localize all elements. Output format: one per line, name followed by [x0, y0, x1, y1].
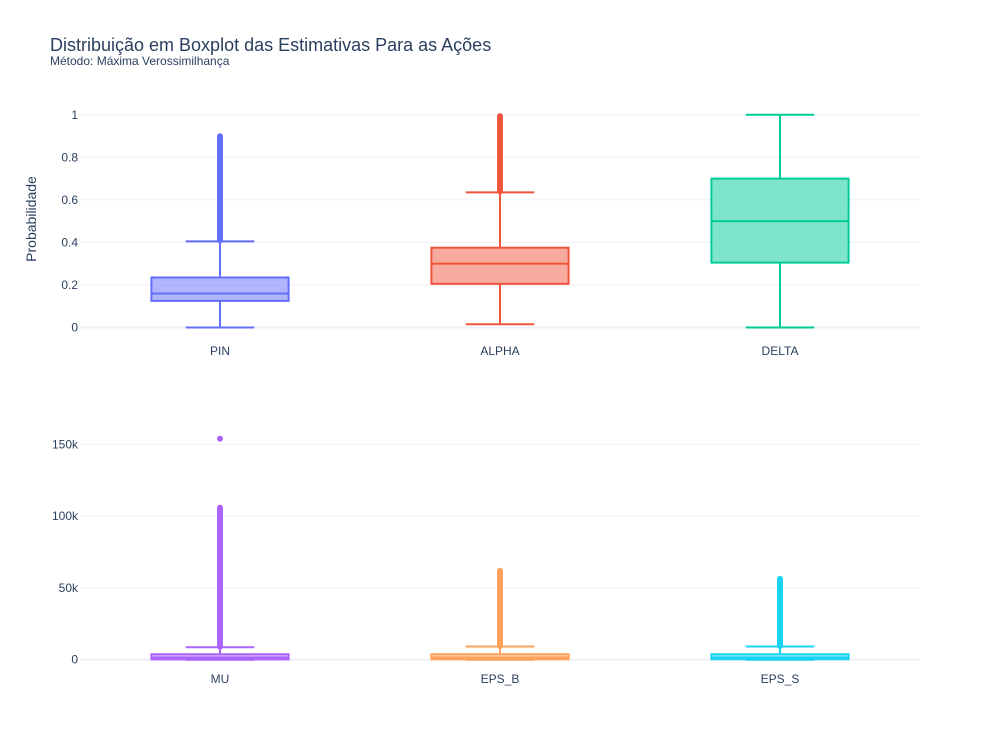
y-tick-label: 0	[71, 320, 78, 334]
outlier-points	[217, 133, 223, 244]
chart-subtitle: Método: Máxima Verossimilhança	[50, 54, 230, 68]
outlier-point	[217, 435, 223, 442]
x-tick-label: MU	[211, 672, 230, 686]
box-eps-b	[430, 567, 570, 661]
probability-panel: 0 0.2 0.4 0.6 0.8 1 Probabilidade PIN ALPHA DELTA	[23, 108, 920, 358]
y-tick-label: 50k	[59, 581, 79, 595]
y-tick-label: 0.6	[61, 193, 78, 207]
x-tick-label: EPS_S	[761, 672, 800, 686]
y-tick-label: 0.8	[61, 150, 78, 164]
y-tick-label: 0.4	[61, 235, 78, 249]
outlier-points	[217, 435, 223, 650]
outlier-point	[777, 575, 783, 582]
y-axis-label: Probabilidade	[23, 176, 39, 262]
x-tick-label: PIN	[210, 344, 230, 358]
x-tick-label: EPS_B	[481, 672, 520, 686]
box-pin	[150, 133, 290, 329]
iqr-box	[150, 276, 290, 302]
box-eps-s	[710, 575, 850, 661]
outlier-point	[497, 113, 503, 120]
chart-title: Distribuição em Boxplot das Estimativas …	[50, 35, 491, 55]
outlier-points	[497, 567, 503, 650]
x-tick-label: ALPHA	[480, 344, 519, 358]
x-tick-label: DELTA	[762, 344, 799, 358]
y-tick-label: 1	[71, 108, 78, 122]
rate-panel: 0 50k 100k 150k MU EPS_B EPS_S	[52, 435, 920, 686]
box-delta	[710, 113, 850, 329]
y-tick-label: 100k	[52, 509, 79, 523]
box-mu	[150, 435, 290, 661]
outlier-points	[777, 575, 783, 650]
outlier-point	[497, 567, 503, 574]
box-alpha	[430, 113, 570, 326]
y-tick-label: 0.2	[61, 278, 78, 292]
y-tick-label: 0	[71, 653, 78, 667]
iqr-box	[430, 246, 570, 285]
outlier-point	[217, 133, 223, 140]
outlier-point	[217, 504, 223, 511]
outlier-points	[497, 113, 503, 195]
y-tick-label: 150k	[52, 437, 79, 451]
